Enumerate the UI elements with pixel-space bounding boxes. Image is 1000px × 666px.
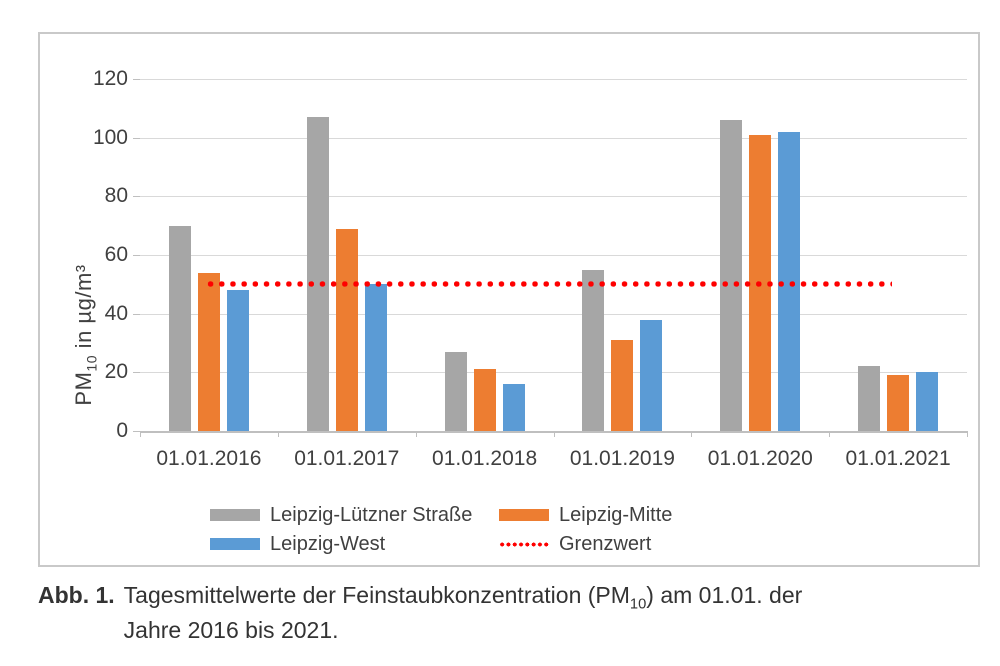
bar [582, 269, 605, 431]
grenzwert-line [205, 281, 892, 288]
x-axis-tick [691, 431, 693, 437]
bar [887, 375, 910, 431]
y-axis-tick [133, 255, 140, 256]
bar [226, 290, 249, 431]
legend-item-mitte: Leipzig-Mitte [499, 502, 672, 528]
x-axis-tick [829, 431, 831, 437]
y-axis-tick [133, 137, 140, 139]
gridline [140, 255, 967, 256]
caption-subscript: 10 [629, 596, 647, 613]
bar [502, 384, 525, 431]
y-axis-tick [133, 196, 140, 198]
bar [364, 284, 387, 431]
legend-label-west: Leipzig-West [270, 532, 386, 555]
legend-item-grenzwert: Grenzwert [499, 531, 672, 557]
bar [197, 272, 220, 431]
y-axis-title: PM10 in µg/m³ [71, 264, 99, 405]
y-axis-tick [133, 313, 140, 315]
bar [720, 120, 743, 431]
x-axis-tick [967, 431, 968, 437]
x-axis-tick [553, 431, 555, 437]
bar [473, 369, 496, 431]
gridline [140, 79, 967, 80]
y-axis-tick [133, 431, 140, 432]
y-axis-tick [133, 372, 140, 374]
legend-swatch-grenzwert [499, 541, 549, 547]
bar [306, 117, 329, 431]
y-tick-label: 80 [104, 184, 128, 208]
y-tick-label: 120 [92, 67, 128, 90]
bar [444, 351, 467, 431]
bar [916, 372, 939, 431]
x-tick-label: 01.01.2017 [294, 447, 400, 470]
caption-line1-text: Tagesmittelwerte der Feinstaubkonzentrat… [123, 582, 630, 608]
bar [335, 228, 358, 431]
y-tick-label: 20 [104, 360, 128, 384]
legend-label-grenzwert: Grenzwert [559, 532, 652, 555]
x-tick-label: 01.01.2018 [432, 447, 538, 470]
bar [611, 340, 634, 431]
y-axis-tick [133, 79, 140, 80]
x-tick-label: 01.01.2019 [569, 447, 675, 470]
y-tick-label: 100 [92, 125, 128, 149]
legend-item-luetzner-strasse: Leipzig-Lützner Straße [210, 502, 472, 528]
x-tick-label: 01.01.2016 [156, 447, 262, 470]
plot-area [140, 79, 967, 433]
bar [858, 366, 881, 431]
x-tick-label: 01.01.2021 [845, 447, 951, 470]
legend-label-mitte: Leipzig-Mitte [559, 503, 673, 526]
y-tick-label: 60 [104, 243, 128, 266]
caption-label: Abb. 1. [38, 582, 115, 608]
gridline [140, 313, 967, 315]
caption-line1-tail: ) am 01.01. der [646, 582, 803, 608]
chart-frame: PM10 in µg/m³ Leipzig-Lützner Straße Lei… [38, 32, 980, 567]
figure-caption: Abb. 1. Tagesmittelwerte der Feinstaubko… [38, 578, 802, 648]
caption-text: Tagesmittelwerte der Feinstaubkonzentrat… [124, 578, 803, 648]
gridline [140, 196, 967, 198]
caption-line-1: Tagesmittelwerte der Feinstaubkonzentrat… [124, 578, 803, 613]
legend-label-luetzner-strasse: Leipzig-Lützner Straße [270, 503, 473, 526]
legend-swatch-mitte [499, 509, 549, 521]
bar [640, 319, 663, 431]
legend-item-west: Leipzig-West [210, 531, 472, 557]
y-tick-label: 40 [104, 301, 128, 325]
caption-line-2: Jahre 2016 bis 2021. [123, 617, 339, 643]
x-axis-tick [140, 431, 141, 437]
x-tick-label: 01.01.2020 [707, 447, 813, 470]
bar [168, 225, 191, 431]
gridline [140, 372, 967, 374]
x-axis-tick [415, 431, 417, 437]
legend-column-right: Leipzig-Mitte Grenzwert [499, 502, 672, 560]
x-axis-tick [277, 431, 279, 437]
legend-swatch-west [210, 538, 260, 550]
gridline [140, 137, 967, 139]
legend-swatch-luetzner-strasse [210, 509, 260, 521]
legend-column-left: Leipzig-Lützner Straße Leipzig-West [210, 502, 472, 560]
y-tick-label: 0 [116, 419, 128, 442]
